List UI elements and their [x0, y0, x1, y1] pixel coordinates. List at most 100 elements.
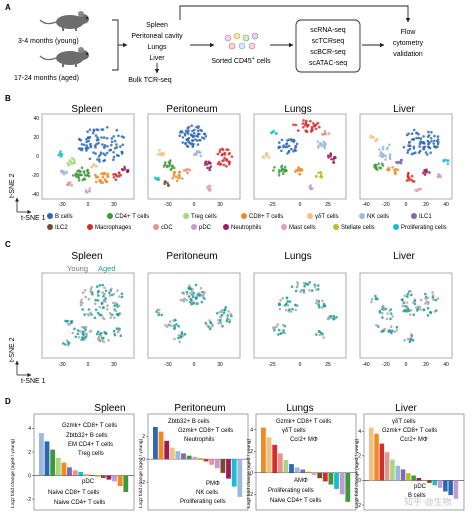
tsne-point [208, 168, 211, 172]
d-annot-liver: pDC [414, 484, 427, 490]
tsne-point [166, 181, 169, 185]
tsne-point-aged [174, 319, 177, 322]
tsne-point [312, 122, 315, 125]
tsne-point [186, 138, 189, 142]
tsne-point [292, 150, 295, 153]
tsne-point [57, 153, 60, 157]
tsne-point [306, 125, 309, 128]
bar [209, 459, 215, 465]
d-title-spleen: Spleen [94, 403, 125, 414]
tsne-point-aged [157, 313, 160, 317]
bar [453, 480, 459, 499]
tsne-point [298, 173, 302, 176]
tsne-point [375, 139, 378, 142]
c-xtick: 25 [325, 362, 331, 368]
tsne-cluster [270, 129, 278, 136]
tsne-point [374, 167, 378, 170]
tsne-point [322, 143, 326, 147]
tsne-point-young [370, 297, 374, 301]
y-tick-label: -2 [27, 497, 32, 503]
tsne-point [422, 135, 425, 138]
tsne-point [88, 189, 91, 193]
tsne-point [321, 133, 324, 136]
tsne-point [90, 165, 93, 169]
tsne-cluster [155, 308, 163, 317]
tsne-point [407, 176, 411, 180]
tsne-point [105, 137, 109, 140]
tsne-point-young [405, 301, 409, 304]
tsne-point [178, 176, 181, 180]
tsne-point-young [217, 318, 220, 322]
c-xlabel: t-SNE 1 [21, 378, 46, 385]
tsne-point-young [286, 304, 290, 307]
tsne-point [416, 189, 419, 192]
bar [416, 478, 422, 481]
tsne-point [110, 140, 114, 144]
tsne-point [225, 148, 228, 151]
bar [231, 459, 237, 487]
tsne-point [168, 162, 171, 166]
tsne-cluster [400, 289, 440, 317]
tsne-point-young [164, 324, 167, 327]
sorted-cells-label: Sorted CD45+ cells [211, 56, 271, 65]
tsne-point-young [99, 334, 103, 337]
tsne-point [309, 119, 312, 123]
tsne-point [280, 168, 284, 171]
tsne-point-young [436, 297, 440, 300]
tsne-point [100, 128, 103, 131]
panel-c: C Spleen Peritoneum Lungs Liver Young Ag… [5, 240, 453, 385]
tsne-point-young [98, 305, 101, 309]
tsne-point-young [106, 304, 109, 308]
tsne-point [193, 131, 196, 135]
tsne-point-aged [104, 331, 108, 335]
bar [406, 473, 411, 481]
tsne-point-young [90, 286, 93, 289]
tsne-point-aged [155, 310, 158, 314]
tsne-point [95, 139, 99, 142]
tsne-point [58, 151, 62, 155]
tsne-cluster [112, 171, 122, 181]
tsne-cluster [294, 166, 304, 176]
tsne-point [428, 171, 431, 174]
b-xtick: 0 [87, 202, 90, 208]
d-annot-lungs: Ccr2+ MΦ [290, 437, 318, 443]
b-xtick: -30 [58, 202, 65, 208]
tsne-point [79, 170, 82, 173]
tsne-point-aged [62, 342, 65, 345]
tsne-point-aged [203, 297, 206, 300]
tsne-point [174, 175, 178, 179]
y-tick-label: 0 [142, 457, 145, 463]
bar [164, 440, 170, 460]
tsne-point-young [66, 322, 70, 326]
tsne-point-young [289, 310, 293, 313]
tsne-point-aged [119, 334, 122, 338]
tsne-point-aged [426, 314, 430, 317]
tsne-cluster [436, 173, 442, 179]
bar [181, 453, 186, 460]
tsne-point [309, 187, 313, 191]
tsne-point [426, 135, 430, 138]
tsne-point-young [173, 337, 176, 341]
tsne-point [97, 141, 100, 145]
c-xtick: 40 [443, 362, 449, 368]
tsne-point [67, 183, 71, 186]
tsne-point [178, 134, 182, 137]
tsne-point-young [117, 328, 120, 332]
tsne-point [223, 156, 226, 160]
tsne-point [222, 159, 226, 162]
tsne-point-aged [387, 330, 391, 333]
tsne-point-aged [208, 327, 212, 331]
tsne-point [327, 154, 330, 157]
tsne-point-young [322, 336, 326, 339]
c-xtick: -40 [362, 362, 369, 368]
tsne-point [289, 138, 293, 141]
tsne-point-young [405, 305, 409, 309]
tsne-point-aged [196, 293, 199, 296]
d-ylabel-liver: Log2 fold change (aged / young) [354, 439, 360, 508]
c-xtick: 0 [299, 362, 302, 368]
tsne-point [192, 153, 196, 156]
tsne-cluster [292, 119, 321, 133]
tsne-point [199, 154, 203, 158]
legend-label: ILC2 [55, 225, 68, 231]
tsne-point-aged [67, 341, 70, 344]
